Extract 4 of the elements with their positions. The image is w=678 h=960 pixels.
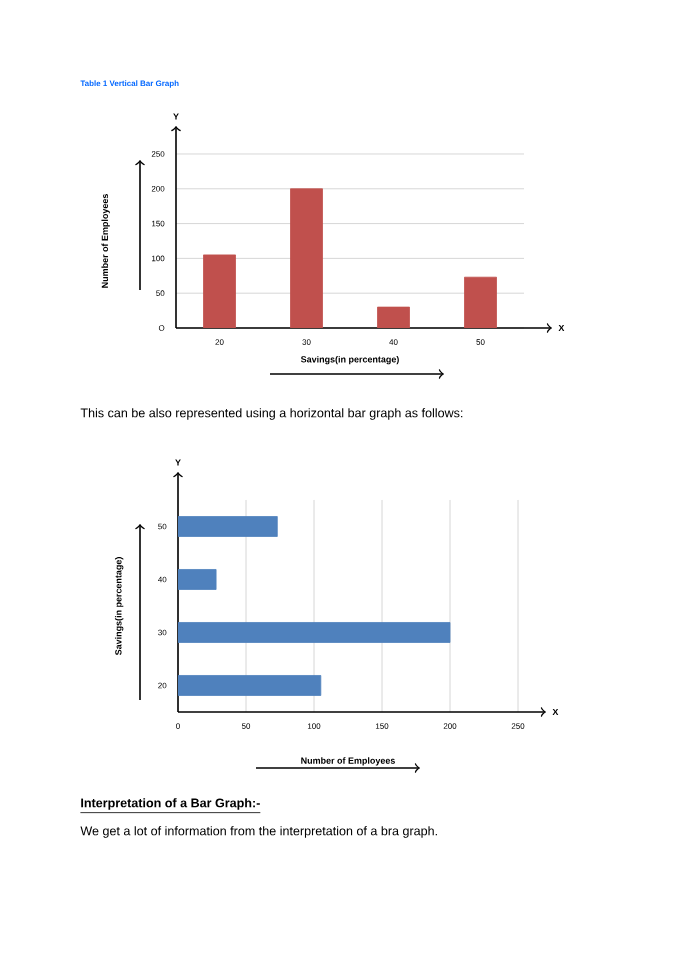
bar	[377, 306, 410, 328]
bar	[203, 254, 236, 328]
bar	[464, 276, 497, 328]
bar	[290, 188, 323, 328]
